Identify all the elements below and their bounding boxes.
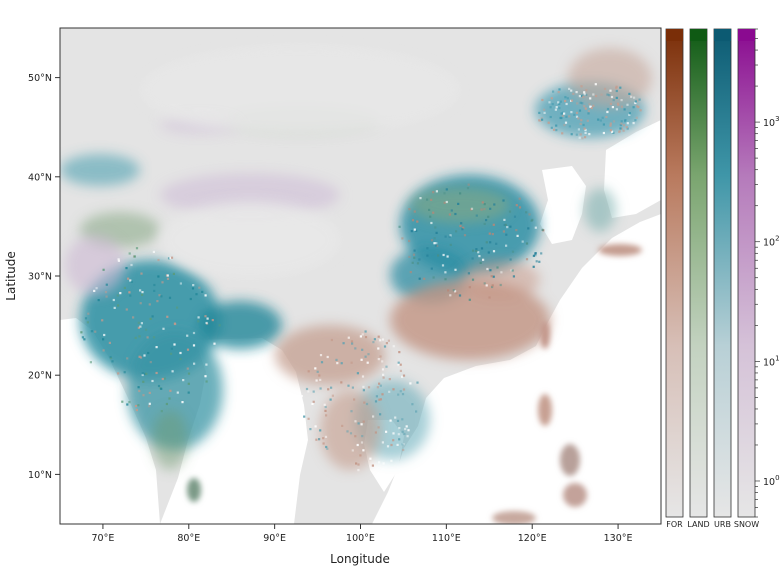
colorbar-snow <box>737 28 756 518</box>
colorbar-land <box>689 28 708 518</box>
y-tick-label-3: 40°N <box>28 172 52 183</box>
bay-of-bengal <box>160 338 308 524</box>
colorbar-tick-label-3: 103 <box>763 115 780 129</box>
plateau-field <box>140 45 460 278</box>
colorbar-for <box>665 28 684 518</box>
map-panel <box>60 28 661 524</box>
islands <box>187 244 642 524</box>
colorbar-label-land: LAND <box>687 520 709 529</box>
x-tick-label-3: 100°E <box>346 533 375 544</box>
y-tick-label-1: 20°N <box>28 371 52 382</box>
y-tick-label-0: 10°N <box>28 470 52 481</box>
x-tick-label-1: 80°E <box>177 533 200 544</box>
arabian-sea <box>60 318 160 524</box>
colorbar-tick-label-2: 102 <box>763 235 780 249</box>
colorbar-group: FOR LAND URB SNOW <box>665 28 759 529</box>
x-tick-label-0: 70°E <box>92 533 115 544</box>
colorbar-label-snow: SNOW <box>734 520 759 529</box>
y-tick-label-4: 50°N <box>28 73 52 84</box>
yellow-sea <box>540 166 586 244</box>
pixel-speckle <box>80 83 642 472</box>
colorbar-label-for: FOR <box>666 520 683 529</box>
x-tick-label-6: 130°E <box>604 533 633 544</box>
colorbar-label-urb: URB <box>714 520 731 529</box>
x-axis: 70°E 80°E 90°E 100°E 110°E 120°E 130°E <box>92 524 633 544</box>
colorbar-tick-label-0: 100 <box>763 474 780 488</box>
colorbar-urb <box>713 28 732 518</box>
colorbar-axis: 100 101 102 103 <box>755 28 780 518</box>
x-axis-title: Longitude <box>330 552 390 566</box>
x-tick-label-4: 110°E <box>432 533 461 544</box>
y-tick-label-2: 30°N <box>28 272 52 283</box>
y-axis-title: Latitude <box>4 251 18 300</box>
x-tick-label-5: 120°E <box>518 533 547 544</box>
y-axis: 10°N 20°N 30°N 40°N 50°N <box>28 73 60 481</box>
snow-field <box>65 115 340 295</box>
colorbar-tick-label-1: 101 <box>763 354 780 368</box>
pacific-and-south-china-sea <box>372 214 661 524</box>
forest-field <box>275 48 652 470</box>
x-tick-label-2: 90°E <box>263 533 286 544</box>
sea-of-japan <box>604 120 661 218</box>
